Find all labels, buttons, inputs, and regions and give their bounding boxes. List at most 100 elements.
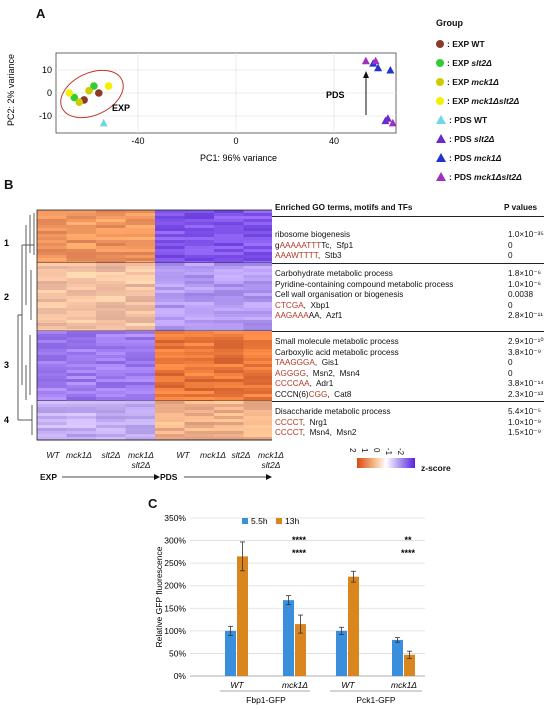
legend-entry: : PDS mck1Δ [436,148,522,167]
heatmap-cell [125,326,156,330]
go-term-text: Cell wall organisation or biogenesis [275,290,404,300]
heatmap-cell [37,397,67,401]
heatmap-cell [214,320,244,324]
heatmap-cell [155,317,185,321]
heatmap-cell [214,416,244,420]
heatmap-cell [96,266,126,270]
heatmap-cell [155,337,185,341]
heatmap-cell [184,410,215,414]
heatmap-cell [243,331,272,335]
heatmap-cell [155,266,185,270]
heatmap-cell [155,349,185,353]
legend-strain: mck1Δslt2Δ [471,95,520,106]
heatmap-cell [37,331,67,335]
heatmap-cell [214,290,244,294]
heatmap-cell [184,370,215,374]
heatmap-cell [96,388,126,392]
heatmap-cell [214,213,244,217]
heatmap-column-label: mck1Δ slt2Δ [127,450,154,470]
heatmap-cell [155,401,185,405]
pca-y-tick: 10 [42,65,52,75]
heatmap-cell [214,355,244,359]
heatmap-cell [37,364,67,368]
heatmap-column-label: WT [176,450,190,460]
heatmap-cell [37,293,67,297]
heatmap-cell [214,296,244,300]
heatmap-cell [96,308,126,312]
pca-point [70,93,79,102]
heatmap-frame [36,209,272,441]
heatmap-cell [184,388,215,392]
heatmap-cell [125,308,156,312]
row-dendrogram [17,213,35,435]
heatmap-cell [66,311,97,315]
heatmap-cell [155,407,185,411]
heatmap-cell [96,252,126,256]
heatmap-cell [125,269,156,273]
heatmap-cell [125,394,156,398]
heatmap-column-label: slt2Δ [101,450,121,460]
heatmap-cell [243,352,272,356]
cluster-2-rule [272,331,544,332]
heatmap-cell [66,243,97,247]
heatmap-cell [66,334,97,338]
pds-timepoint-label: PDS [160,472,178,482]
heatmap-cell [125,407,156,411]
heatmap-cell [96,334,126,338]
go-term-text: , Msn2, Msn4 [305,368,360,378]
heatmap-cell [66,367,97,371]
heatmap-cell [155,431,185,435]
heatmap-cell [37,355,67,359]
heatmap-cells [36,209,272,441]
heatmap-cell [243,343,272,347]
heatmap-cell [155,231,185,235]
go-term-text: Carbohydrate metabolic process [275,269,393,278]
heatmap-cell [214,281,244,285]
heatmap-cell [96,231,126,235]
heatmap-cell [96,258,126,262]
heatmap-cell [214,413,244,417]
heatmap-cell [243,216,272,220]
legend-entry: : EXP WT [436,34,522,53]
heatmap-cell [184,216,215,220]
heatmap-cell [155,308,185,312]
heatmap-cell [155,382,185,386]
heatmap-cell [96,263,126,267]
heatmap-cell [155,234,185,238]
heatmap-cell [214,308,244,312]
heatmap-cell [66,385,97,389]
heatmap-cell [125,293,156,297]
heatmap-cell [37,222,67,226]
heatmap-cell [184,422,215,426]
heatmap-cell [184,331,215,335]
heatmap-cell [37,311,67,315]
heatmap-cell [184,272,215,276]
heatmap-cell [125,367,156,371]
heatmap-cell [96,287,126,291]
heatmap-cell [125,225,156,229]
heatmap-cell [96,222,126,226]
heatmap-cell [96,434,126,438]
heatmap-cell [96,385,126,389]
heatmap-cell [155,258,185,262]
heatmap-cell [184,343,215,347]
heatmap-cell [214,385,244,389]
heatmap-cell [125,246,156,250]
go-term-text: AA, Azf1 [308,311,343,321]
heatmap-cell [37,367,67,371]
cluster-label: 2 [4,292,9,302]
group-label: Fbp1-GFP [246,695,286,705]
pca-x-tick: 0 [233,136,238,146]
heatmap-cell [37,314,67,318]
cluster-label: 1 [4,238,9,248]
heatmap-cell [37,228,67,232]
heatmap-cell [125,404,156,408]
heatmap-cell [184,290,215,294]
heatmap-cell [66,272,97,276]
heatmap-cell [155,410,185,414]
heatmap-cell [125,243,156,247]
heatmap-cell [125,317,156,321]
pds-arrow-head [363,71,369,78]
heatmap-cell [66,382,97,386]
gfp-bar-chart: 0%50%100%150%200%250%300%350% 5.5h 13h****… [154,513,425,705]
